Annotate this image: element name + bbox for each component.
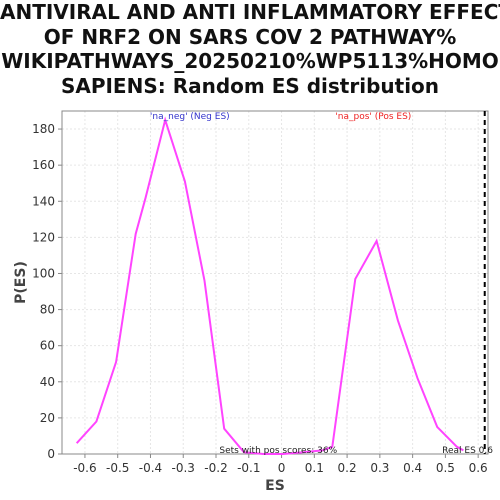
es-distribution-line (75, 116, 464, 455)
x-tick-label: -0.2 (204, 461, 227, 475)
neg-es-label: 'na_neg' (Neg ES) (150, 112, 230, 122)
x-tick-label: -0.1 (237, 461, 260, 475)
y-tick-label: 40 (40, 375, 55, 389)
y-tick-label: 160 (32, 158, 55, 172)
x-tick-label: 0.6 (469, 461, 488, 475)
grid-layer (62, 111, 488, 455)
y-tick-label: 140 (32, 194, 55, 208)
sets-pos-scores-label: Sets with pos scores: 36% (219, 446, 337, 456)
y-axis-title: P(ES) (13, 261, 29, 304)
x-tick-label: -0.6 (73, 461, 96, 475)
chart-title: ANTIVIRAL AND ANTI INFLAMMATORY EFFECTS … (0, 0, 500, 98)
chart-title-line-4: SAPIENS: Random ES distribution (60, 73, 440, 98)
x-ticks: -0.6 -0.5 -0.4 -0.3 -0.2 -0.1 0 0.1 0.2 0.3 0.4 0.5… (73, 454, 488, 475)
pos-es-label: 'na_pos' (Pos ES) (335, 112, 411, 122)
x-tick-label: 0.3 (370, 461, 389, 475)
y-tick-label: 0 (47, 447, 55, 461)
x-axis-title: ES (265, 478, 285, 494)
y-tick-label: 100 (32, 266, 55, 280)
plot-frame (61, 110, 489, 455)
y-tick-label: 80 (40, 303, 55, 317)
real-es-label: Real ES 0.6 (442, 446, 493, 456)
x-tick-label: 0.2 (338, 461, 357, 475)
x-tick-label: 0.4 (403, 461, 422, 475)
x-tick-label: 0.1 (305, 461, 324, 475)
y-tick-label: 180 (32, 122, 55, 136)
chart-title-line-3: WIKIPATHWAYS_20250210%WP5113%HOMO (1, 49, 499, 73)
x-tick-label: -0.3 (172, 461, 195, 475)
x-tick-label: 0 (278, 461, 286, 475)
x-tick-label: 0.5 (436, 461, 455, 475)
chart-title-line-1: ANTIVIRAL AND ANTI INFLAMMATORY EFFECTS (0, 0, 500, 24)
x-tick-label: -0.4 (139, 461, 162, 475)
y-tick-label: 20 (40, 411, 55, 425)
y-tick-label: 120 (32, 230, 55, 244)
y-ticks: 0 20 40 60 80 100 120 140 160 180 (32, 122, 62, 461)
x-tick-label: -0.5 (106, 461, 129, 475)
y-tick-label: 60 (40, 339, 55, 353)
chart-title-line-2: OF NRF2 ON SARS COV 2 PATHWAY% (43, 24, 457, 49)
